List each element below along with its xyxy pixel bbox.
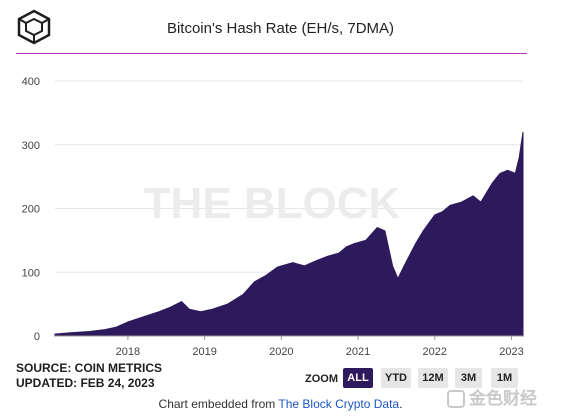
x-tick-label: 2019 — [192, 346, 216, 358]
embed-suffix: . — [399, 397, 403, 411]
jinse-logo-icon — [447, 390, 465, 408]
x-tick-label: 2020 — [269, 346, 293, 358]
y-tick-label: 100 — [22, 267, 40, 279]
title-divider — [16, 53, 527, 54]
zoom-12m-button[interactable]: 12M — [418, 368, 448, 388]
zoom-1m-button[interactable]: 1M — [491, 368, 518, 388]
x-tick-label: 2023 — [499, 346, 523, 358]
zoom-3m-button[interactable]: 3M — [455, 368, 482, 388]
the-block-data-link[interactable]: The Block Crypto Data — [278, 397, 400, 411]
zoom-all-button[interactable]: ALL — [343, 368, 373, 388]
jinse-watermark: 金色财经 — [447, 384, 537, 409]
x-tick-label: 2022 — [423, 346, 447, 358]
source-block: SOURCE: COIN METRICS UPDATED: FEB 24, 20… — [16, 361, 162, 391]
hash-rate-area — [54, 131, 524, 337]
updated-line: UPDATED: FEB 24, 2023 — [16, 376, 155, 390]
zoom-ytd-button[interactable]: YTD — [381, 368, 411, 388]
y-tick-label: 200 — [22, 204, 40, 216]
chart-title: Bitcoin's Hash Rate (EH/s, 7DMA) — [166, 20, 395, 37]
x-tick-label: 2021 — [346, 346, 370, 358]
y-tick-label: 0 — [34, 331, 40, 343]
y-tick-label: 400 — [22, 76, 40, 88]
source-line: SOURCE: COIN METRICS — [16, 361, 163, 375]
the-block-logo-icon — [16, 8, 52, 46]
hash-rate-chart: THE BLOCK 0 100 200 300 400 2018 2019 2020 2021 2… — [22, 76, 524, 358]
y-tick-label: 300 — [22, 140, 40, 152]
axis-layer: 0 100 200 300 400 2018 2019 2020 2021 2022 2023 — [22, 76, 524, 358]
embed-prefix: Chart embedded from — [158, 397, 279, 411]
zoom-label: ZOOM — [305, 373, 338, 385]
embed-credit: Chart embedded from The Block Crypto Dat… — [0, 397, 561, 411]
x-tick-label: 2018 — [116, 346, 140, 358]
chart-watermark: THE BLOCK — [144, 179, 401, 228]
watermark-text: 金色财经 — [469, 389, 537, 408]
area-layer — [54, 131, 524, 337]
